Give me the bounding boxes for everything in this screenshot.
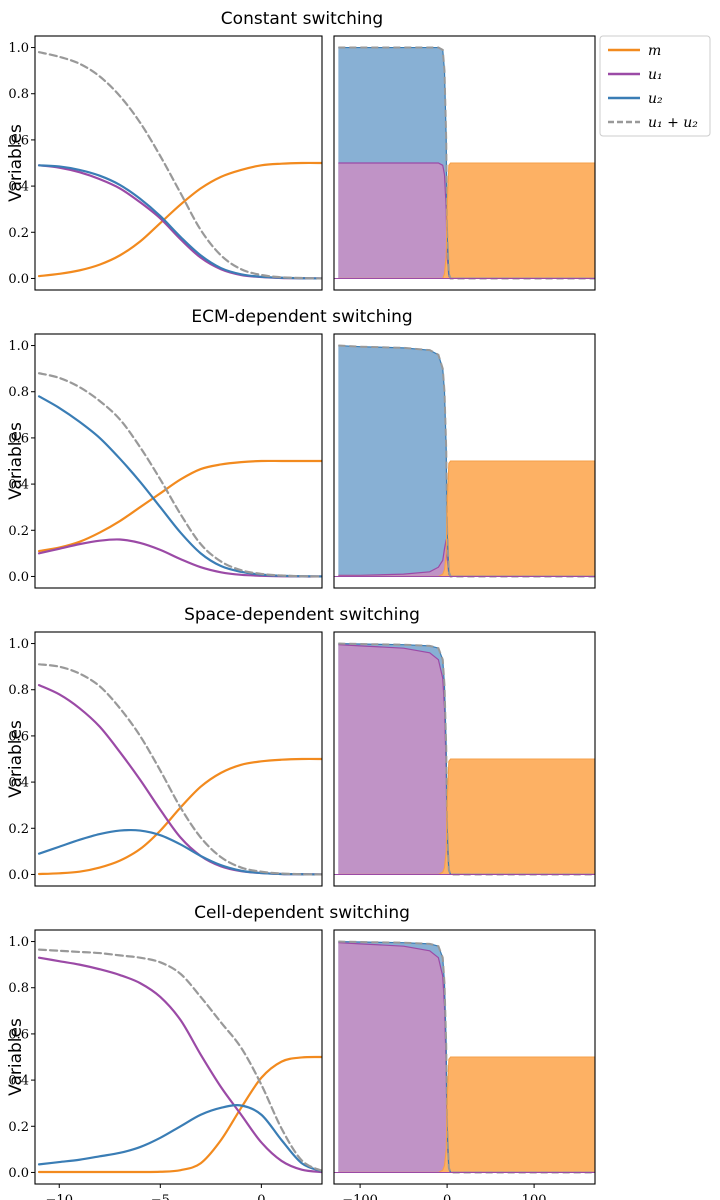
panel-right-2 bbox=[333, 333, 596, 589]
panel-left-3: 0.0 0.2 0.4 0.6 0.8 1.0 Variables Space-depende… bbox=[6, 605, 420, 887]
x-tick-label: 100 bbox=[522, 1193, 547, 1200]
y-tick-label: 0.6 bbox=[8, 1027, 29, 1042]
legend-label-m: m bbox=[648, 43, 661, 59]
x-tick-label: −10 bbox=[46, 1193, 73, 1200]
plot-area bbox=[334, 344, 595, 578]
y-tick-label: 1.0 bbox=[8, 637, 29, 652]
series-line-u2 bbox=[37, 1104, 322, 1173]
series-line-u1 bbox=[37, 538, 322, 578]
area-u1 bbox=[338, 644, 595, 875]
series-line-m bbox=[37, 161, 322, 278]
axes-frame bbox=[34, 929, 323, 1185]
y-axis-label: Variables bbox=[6, 422, 26, 500]
legend: m u₁ u₂ u₁ + u₂ bbox=[599, 35, 711, 137]
axes-frame bbox=[333, 333, 596, 589]
y-tick-label: 0.6 bbox=[8, 431, 29, 446]
y-tick-label: 0.4 bbox=[8, 180, 29, 195]
panel-left-2: 0.0 0.2 0.4 0.6 0.8 1.0 Variables ECM-dependent… bbox=[6, 307, 413, 589]
area-m bbox=[338, 461, 595, 577]
y-tick-label: 0.0 bbox=[8, 570, 29, 585]
legend-box bbox=[599, 35, 711, 137]
series-line-m bbox=[37, 1055, 322, 1174]
y-tick-label: 0.0 bbox=[8, 1166, 29, 1181]
axes-frame bbox=[333, 631, 596, 887]
series-line-sum bbox=[37, 51, 322, 280]
series-line-u2 bbox=[37, 164, 322, 280]
plot-area bbox=[334, 46, 595, 280]
y-tick-label: 0.8 bbox=[8, 87, 29, 102]
x-tick-label: −5 bbox=[151, 1193, 170, 1200]
x-tick-label: −100 bbox=[342, 1193, 378, 1200]
legend-label-sum: u₁ + u₂ bbox=[648, 115, 698, 131]
area-u1 bbox=[338, 942, 595, 1173]
series-line-u2 bbox=[37, 395, 322, 578]
y-tick-label: 0.6 bbox=[8, 729, 29, 744]
plot-area bbox=[37, 948, 322, 1174]
series-line-u1 bbox=[37, 956, 322, 1174]
y-tick-label: 0.0 bbox=[8, 868, 29, 883]
plot-area bbox=[37, 51, 322, 280]
axes-frame bbox=[34, 333, 323, 589]
y-axis-label: Variables bbox=[6, 720, 26, 798]
y-tick-label: 0.8 bbox=[8, 981, 29, 996]
axes-frame bbox=[333, 929, 596, 1185]
y-tick-label: 1.0 bbox=[8, 41, 29, 56]
series-line-m bbox=[37, 757, 322, 876]
y-axis-label: Variables bbox=[6, 1018, 26, 1096]
plot-area bbox=[37, 372, 322, 578]
y-tick-label: 0.4 bbox=[8, 776, 29, 791]
area-m bbox=[338, 759, 595, 875]
panel-title: Constant switching bbox=[221, 9, 383, 29]
y-tick-label: 0.8 bbox=[8, 683, 29, 698]
panel-title: Space-dependent switching bbox=[184, 605, 420, 625]
area-m bbox=[338, 163, 595, 279]
panel-right-1 bbox=[333, 35, 596, 291]
x-tick-label: 0 bbox=[443, 1193, 451, 1200]
y-tick-label: 1.0 bbox=[8, 339, 29, 354]
series-line-m bbox=[37, 459, 322, 553]
y-tick-label: 1.0 bbox=[8, 935, 29, 950]
panel-left-1: 0.0 0.2 0.4 0.6 0.8 1.0 Variables Constant swit… bbox=[6, 9, 383, 291]
panel-right-3 bbox=[333, 631, 596, 887]
axes-frame bbox=[34, 35, 323, 291]
x-tick-label: 0 bbox=[257, 1193, 265, 1200]
series-line-sum bbox=[338, 642, 595, 876]
panel-right-4: −1000100z bbox=[333, 929, 596, 1200]
axes-frame bbox=[333, 35, 596, 291]
y-tick-label: 0.4 bbox=[8, 478, 29, 493]
area-u2 bbox=[338, 345, 595, 577]
y-tick-label: 0.2 bbox=[8, 524, 29, 539]
area-m bbox=[338, 1057, 595, 1173]
y-tick-label: 0.4 bbox=[8, 1074, 29, 1089]
panel-left-4: 0.0 0.2 0.4 0.6 0.8 1.0 Variables Cell-dependen… bbox=[6, 903, 410, 1200]
y-tick-label: 0.8 bbox=[8, 385, 29, 400]
y-tick-label: 0.0 bbox=[8, 272, 29, 287]
y-tick-label: 0.2 bbox=[8, 1120, 29, 1135]
plot-area bbox=[334, 642, 595, 876]
legend-label-u1: u₁ bbox=[648, 67, 663, 83]
y-tick-label: 0.2 bbox=[8, 226, 29, 241]
panels: 0.0 0.2 0.4 0.6 0.8 1.0 Variables Constant swit… bbox=[6, 9, 596, 1200]
axes-frame bbox=[34, 631, 323, 887]
legend-label-u2: u₂ bbox=[648, 91, 663, 107]
plot-area bbox=[37, 663, 322, 876]
series-line-sum bbox=[37, 663, 322, 876]
series-line-sum bbox=[338, 940, 595, 1174]
plot-area bbox=[334, 940, 595, 1174]
series-line-sum bbox=[37, 948, 322, 1172]
y-tick-label: 0.2 bbox=[8, 822, 29, 837]
series-line-u1 bbox=[37, 684, 322, 876]
series-line-sum bbox=[37, 372, 322, 578]
y-tick-label: 0.6 bbox=[8, 133, 29, 148]
y-axis-label: Variables bbox=[6, 124, 26, 202]
series-line-u1 bbox=[37, 164, 322, 280]
panel-title: Cell-dependent switching bbox=[194, 903, 410, 923]
area-u1 bbox=[338, 163, 595, 279]
panel-title: ECM-dependent switching bbox=[191, 307, 412, 327]
